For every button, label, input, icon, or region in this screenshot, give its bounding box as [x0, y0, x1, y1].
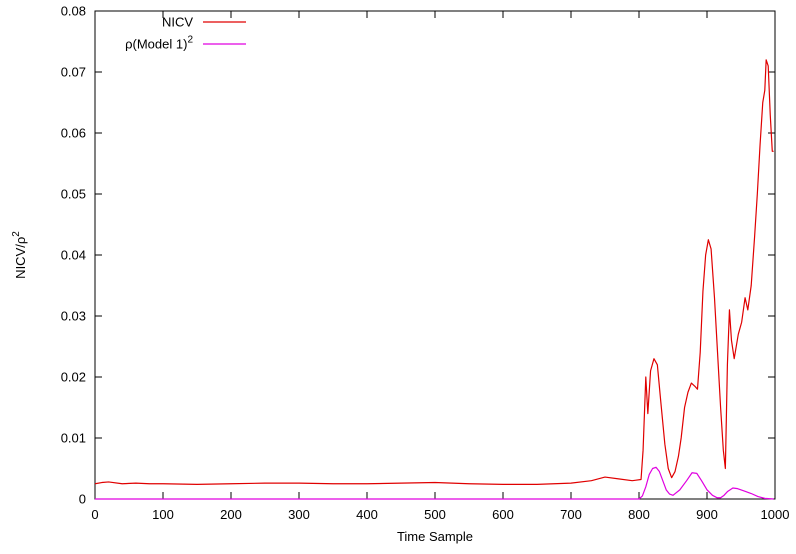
- y-tick-label: 0.07: [61, 65, 86, 80]
- x-tick-label: 900: [696, 507, 718, 522]
- legend-label-1: ρ(Model 1)2: [125, 35, 193, 52]
- x-tick-label: 0: [91, 507, 98, 522]
- x-tick-label: 100: [152, 507, 174, 522]
- plot-frame: [94, 10, 776, 500]
- x-tick-label: 300: [288, 507, 310, 522]
- x-tick-label: 1000: [761, 507, 790, 522]
- y-tick-label: 0.01: [61, 431, 86, 446]
- x-tick-label: 200: [220, 507, 242, 522]
- legend-label-superscript: 2: [187, 35, 193, 46]
- y-axis-label-text: NICV/ρ: [13, 237, 28, 279]
- y-axis-label: NICV/ρ2: [11, 231, 28, 279]
- x-tick-label: 400: [356, 507, 378, 522]
- y-tick-label: 0.04: [61, 248, 86, 263]
- legend-label-0: NICV: [162, 15, 193, 30]
- y-tick-label: 0.06: [61, 126, 86, 141]
- y-tick-label: 0.02: [61, 370, 86, 385]
- y-tick-label: 0: [79, 492, 86, 507]
- x-axis-label: Time Sample: [397, 529, 473, 544]
- y-tick-label: 0.08: [61, 4, 86, 19]
- legend-label-text: ρ(Model 1): [125, 37, 187, 52]
- legend-label-text: NICV: [162, 15, 193, 30]
- y-tick-label: 0.05: [61, 187, 86, 202]
- x-tick-label: 700: [560, 507, 582, 522]
- x-tick-label: 500: [424, 507, 446, 522]
- series-line-1: [95, 466, 774, 500]
- y-tick-label: 0.03: [61, 309, 86, 324]
- y-axis-label-superscript: 2: [11, 231, 22, 237]
- x-tick-label: 800: [628, 507, 650, 522]
- series-line-0: [94, 59, 774, 485]
- x-tick-label: 600: [492, 507, 514, 522]
